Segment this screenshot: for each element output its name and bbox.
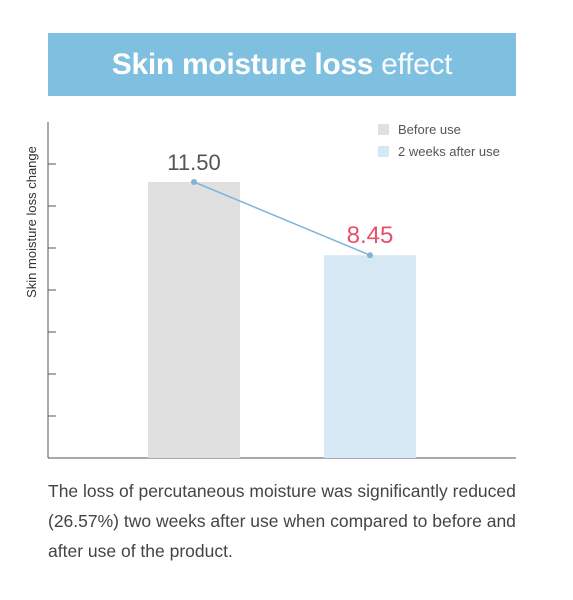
chart-title: Skin moisture loss effect [48,33,516,96]
chart-title-thin: effect [381,47,453,81]
legend-label-after: 2 weeks after use [398,143,500,159]
legend-swatch-after [378,145,389,157]
legend-label-before: Before use [398,121,461,137]
value-label-0: 11.50 [167,150,220,175]
legend-item-after: 2 weeks after use [378,140,500,162]
bar-before-use [148,182,240,458]
legend-swatch-before [378,123,389,135]
chart-title-main: Skin moisture loss [111,47,374,81]
legend: Before use 2 weeks after use [378,118,500,162]
connector-line [193,181,371,256]
value-label-1: 8.45 [347,222,394,249]
bar-after-use [324,255,416,458]
connector-point-1 [367,252,373,259]
caption: The loss of percutaneous moisture was si… [48,481,516,561]
connector-point-0 [191,179,197,185]
legend-item-before: Before use [378,118,500,140]
